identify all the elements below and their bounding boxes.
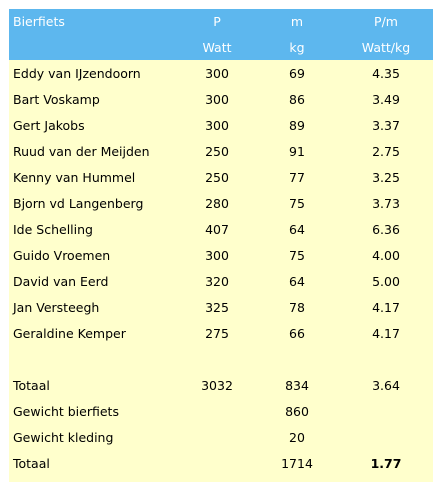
- summary-mass: 860: [285, 403, 309, 419]
- summary-row-grand-total: Totaal 1714 1.77: [9, 450, 433, 476]
- rider-mass: 91: [289, 143, 305, 159]
- summary-power-per-mass: 3.64: [372, 377, 400, 393]
- blank-row: [9, 346, 433, 372]
- table-row: Ruud van der Meijden 250 91 2.75: [9, 138, 433, 164]
- rider-mass: 64: [289, 221, 305, 237]
- rider-power-per-mass: 3.25: [372, 169, 400, 185]
- table-header: Bierfiets P m P/m Watt kg Watt/kg: [9, 9, 433, 60]
- table-row: Gert Jakobs 300 89 3.37: [9, 112, 433, 138]
- rider-name: Ruud van der Meijden: [13, 143, 150, 159]
- table-body: Eddy van IJzendoorn 300 69 4.35 Bart Vos…: [9, 60, 433, 476]
- table-row: Bart Voskamp 300 86 3.49: [9, 86, 433, 112]
- rider-power: 280: [205, 195, 229, 211]
- table-row: Bjorn vd Langenberg 280 75 3.73: [9, 190, 433, 216]
- header-power-per-mass: P/m: [374, 14, 398, 30]
- rider-power: 320: [205, 273, 229, 289]
- rider-power: 275: [205, 325, 229, 341]
- rider-power-per-mass: 4.17: [372, 325, 400, 341]
- rider-mass: 75: [289, 247, 305, 263]
- rider-power-per-mass: 2.75: [372, 143, 400, 159]
- rider-power: 300: [205, 65, 229, 81]
- rider-power: 250: [205, 169, 229, 185]
- rider-name: Kenny van Hummel: [13, 169, 136, 185]
- summary-row-clothing-weight: Gewicht kleding 20: [9, 424, 433, 450]
- header-unit-power-per-mass: Watt/kg: [361, 39, 411, 55]
- rider-mass: 77: [289, 169, 305, 185]
- rider-name: Ide Schelling: [13, 221, 93, 237]
- rider-mass: 75: [289, 195, 305, 211]
- rider-power: 300: [205, 91, 229, 107]
- rider-name: Jan Versteegh: [13, 299, 100, 315]
- rider-name: David van Eerd: [13, 273, 109, 289]
- power-weight-table: Bierfiets P m P/m Watt kg Watt/kg Eddy v…: [9, 9, 433, 482]
- rider-name: Eddy van IJzendoorn: [13, 65, 141, 81]
- header-power: P: [213, 14, 221, 30]
- header-mass: m: [290, 14, 304, 30]
- rider-name: Geraldine Kemper: [13, 325, 126, 341]
- rider-mass: 66: [289, 325, 305, 341]
- summary-label: Gewicht kleding: [13, 429, 114, 445]
- summary-mass: 834: [285, 377, 309, 393]
- rider-mass: 89: [289, 117, 305, 133]
- header-name: Bierfiets: [13, 14, 65, 30]
- table-row: Jan Versteegh 325 78 4.17: [9, 294, 433, 320]
- rider-name: Bjorn vd Langenberg: [13, 195, 144, 211]
- header-unit-mass: kg: [289, 39, 305, 55]
- rider-power-per-mass: 5.00: [372, 273, 400, 289]
- rider-mass: 86: [289, 91, 305, 107]
- table-row: Ide Schelling 407 64 6.36: [9, 216, 433, 242]
- header-row-units: Watt kg Watt/kg: [9, 35, 433, 61]
- summary-mass: 20: [289, 429, 305, 445]
- rider-name: Gert Jakobs: [13, 117, 85, 133]
- rider-power-per-mass: 3.73: [372, 195, 400, 211]
- rider-power: 407: [205, 221, 229, 237]
- table-row: Eddy van IJzendoorn 300 69 4.35: [9, 60, 433, 86]
- rider-power-per-mass: 4.35: [372, 65, 400, 81]
- rider-power-per-mass: 3.37: [372, 117, 400, 133]
- summary-row-total: Totaal 3032 834 3.64: [9, 372, 433, 398]
- rider-name: Bart Voskamp: [13, 91, 100, 107]
- rider-mass: 78: [289, 299, 305, 315]
- rider-power-per-mass: 6.36: [372, 221, 400, 237]
- header-row-titles: Bierfiets P m P/m: [9, 9, 433, 35]
- table-row: David van Eerd 320 64 5.00: [9, 268, 433, 294]
- rider-mass: 64: [289, 273, 305, 289]
- rider-name: Guido Vroemen: [13, 247, 111, 263]
- table-row: Guido Vroemen 300 75 4.00: [9, 242, 433, 268]
- header-unit-power: Watt: [202, 39, 232, 55]
- summary-label: Gewicht bierfiets: [13, 403, 119, 419]
- table-row: Kenny van Hummel 250 77 3.25: [9, 164, 433, 190]
- summary-row-bike-weight: Gewicht bierfiets 860: [9, 398, 433, 424]
- table-row: Geraldine Kemper 275 66 4.17: [9, 320, 433, 346]
- summary-power-per-mass: 1.77: [370, 455, 402, 471]
- rider-power: 250: [205, 143, 229, 159]
- rider-mass: 69: [289, 65, 305, 81]
- rider-power: 325: [205, 299, 229, 315]
- rider-power-per-mass: 4.17: [372, 299, 400, 315]
- summary-label: Totaal: [13, 377, 50, 393]
- rider-power: 300: [205, 117, 229, 133]
- rider-power-per-mass: 4.00: [372, 247, 400, 263]
- summary-power: 3032: [201, 377, 233, 393]
- summary-mass: 1714: [281, 455, 313, 471]
- rider-power: 300: [205, 247, 229, 263]
- rider-power-per-mass: 3.49: [372, 91, 400, 107]
- summary-label: Totaal: [13, 455, 50, 471]
